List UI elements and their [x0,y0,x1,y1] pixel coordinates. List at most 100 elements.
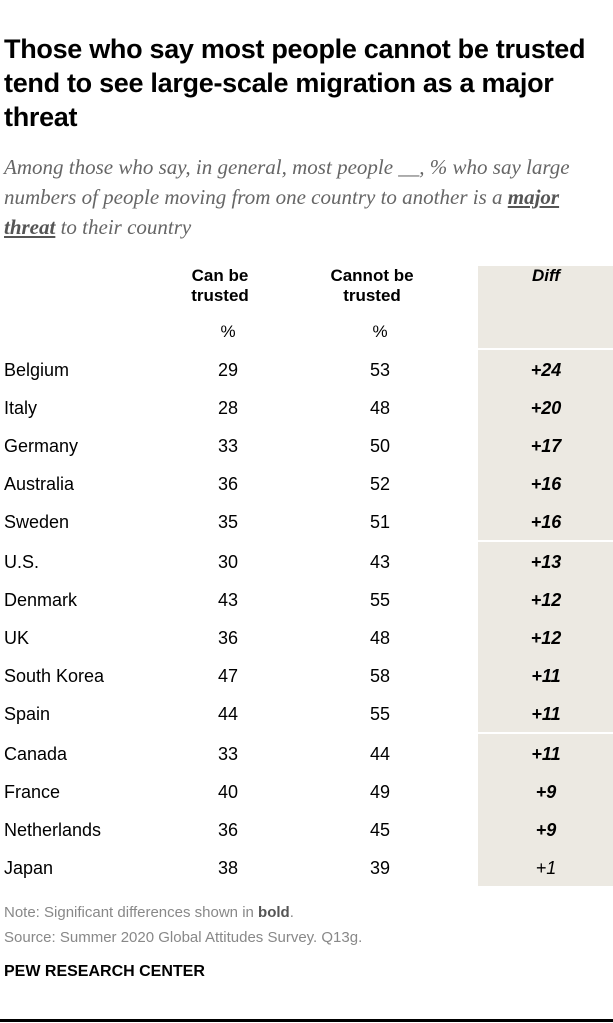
diff-cell-background [478,388,613,426]
diff-cell-background [478,580,613,618]
country-label: Australia [4,474,75,494]
subtitle-emphasis: major threat [4,185,560,239]
table-row: Canada 33 44 +11 [0,734,613,772]
cannot-trust-value: 43 [369,552,391,572]
can-trust-value: 35 [217,512,239,532]
note: Note: Significant differences shown in b… [4,904,294,921]
note-text: Note: Significant differences shown in [4,904,259,921]
cannot-trust-value: 48 [369,398,391,418]
cannot-trust-value: 58 [369,666,391,686]
table-row: Spain 44 55 +11 [0,694,613,732]
col-header-diff: Diff [531,266,560,285]
diff-value: +20 [530,398,562,418]
country-label: Denmark [4,590,78,610]
can-trust-value: 33 [217,436,239,456]
diff-cell-background [478,772,613,810]
can-trust-value: 36 [217,820,239,840]
can-trust-value: 47 [217,666,239,686]
diff-cell-background [478,848,613,886]
country-label: Japan [4,858,54,878]
cannot-trust-value: 55 [369,704,391,724]
diff-header-background [478,266,613,348]
table-row: U.S. 30 43 +13 [0,542,613,580]
diff-cell-background [478,656,613,694]
can-trust-value: 36 [217,474,239,494]
cannot-trust-value: 51 [369,512,391,532]
cannot-trust-value: 44 [369,744,391,764]
diff-value: +9 [535,782,557,802]
diff-cell-background [478,734,613,772]
country-label: Germany [4,436,79,456]
cannot-trust-value: 50 [369,436,391,456]
table-row: Netherlands 36 45 +9 [0,810,613,848]
table-row: Italy 28 48 +20 [0,388,613,426]
diff-cell-background [478,810,613,848]
country-label: South Korea [4,666,105,686]
table-row: Germany 33 50 +17 [0,426,613,464]
table-row: Japan 38 39 +1 [0,848,613,886]
diff-value: +16 [530,474,562,494]
table-row: France 40 49 +9 [0,772,613,810]
unit-cannot: % [372,322,388,341]
country-label: Italy [4,398,38,418]
diff-value: +13 [530,552,562,572]
diff-cell-background [478,350,613,388]
cannot-trust-value: 49 [369,782,391,802]
chart-subtitle: Among those who say, in general, most pe… [4,152,609,242]
table-row: UK 36 48 +12 [0,618,613,656]
subtitle-text-end: to their country [55,215,192,239]
country-label: Netherlands [4,820,102,840]
diff-value: +17 [530,436,562,456]
country-label: Sweden [4,512,70,532]
country-label: Canada [4,744,68,764]
can-trust-value: 44 [217,704,239,724]
col-header-cannot: Cannot be trusted [330,266,414,305]
diff-cell-background [478,542,613,580]
can-trust-value: 28 [217,398,239,418]
source: Source: Summer 2020 Global Attitudes Sur… [4,929,363,946]
table-row: South Korea 47 58 +11 [0,656,613,694]
diff-cell-background [478,426,613,464]
diff-value: +11 [531,666,561,686]
can-trust-value: 43 [217,590,239,610]
diff-value: +16 [530,512,562,532]
diff-value: +1 [535,858,557,878]
diff-value: +11 [531,704,561,724]
diff-value: +9 [535,820,557,840]
can-trust-value: 33 [217,744,239,764]
cannot-trust-value: 39 [369,858,391,878]
can-trust-value: 40 [217,782,239,802]
can-trust-value: 36 [217,628,239,648]
table-row: Australia 36 52 +16 [0,464,613,502]
diff-cell-background [478,502,613,540]
pew-logo: PEW RESEARCH CENTER [4,963,205,980]
table-row: Denmark 43 55 +12 [0,580,613,618]
can-trust-value: 30 [217,552,239,572]
cannot-trust-value: 53 [369,360,391,380]
diff-value: +12 [530,590,562,610]
cannot-trust-value: 48 [369,628,391,648]
country-label: France [4,782,61,802]
note-end: . [289,904,294,921]
table-row: Sweden 35 51 +16 [0,502,613,540]
diff-value: +11 [531,744,561,764]
diff-value: +12 [530,628,562,648]
cannot-trust-value: 55 [369,590,391,610]
can-trust-value: 29 [217,360,239,380]
diff-cell-background [478,618,613,656]
diff-cell-background [478,694,613,732]
bottom-rule [0,1019,613,1022]
col-header-can: Can be trusted [191,266,249,305]
note-bold: bold [258,904,290,921]
country-label: UK [4,628,30,648]
table-row: Belgium 29 53 +24 [0,350,613,388]
chart-title: Those who say most people cannot be trus… [4,34,586,132]
country-label: Spain [4,704,51,724]
cannot-trust-value: 45 [369,820,391,840]
country-label: U.S. [4,552,40,572]
unit-can: % [220,322,236,341]
diff-cell-background [478,464,613,502]
country-label: Belgium [4,360,70,380]
subtitle-text: Among those who say, in general, most pe… [4,155,570,209]
diff-value: +24 [530,360,562,380]
